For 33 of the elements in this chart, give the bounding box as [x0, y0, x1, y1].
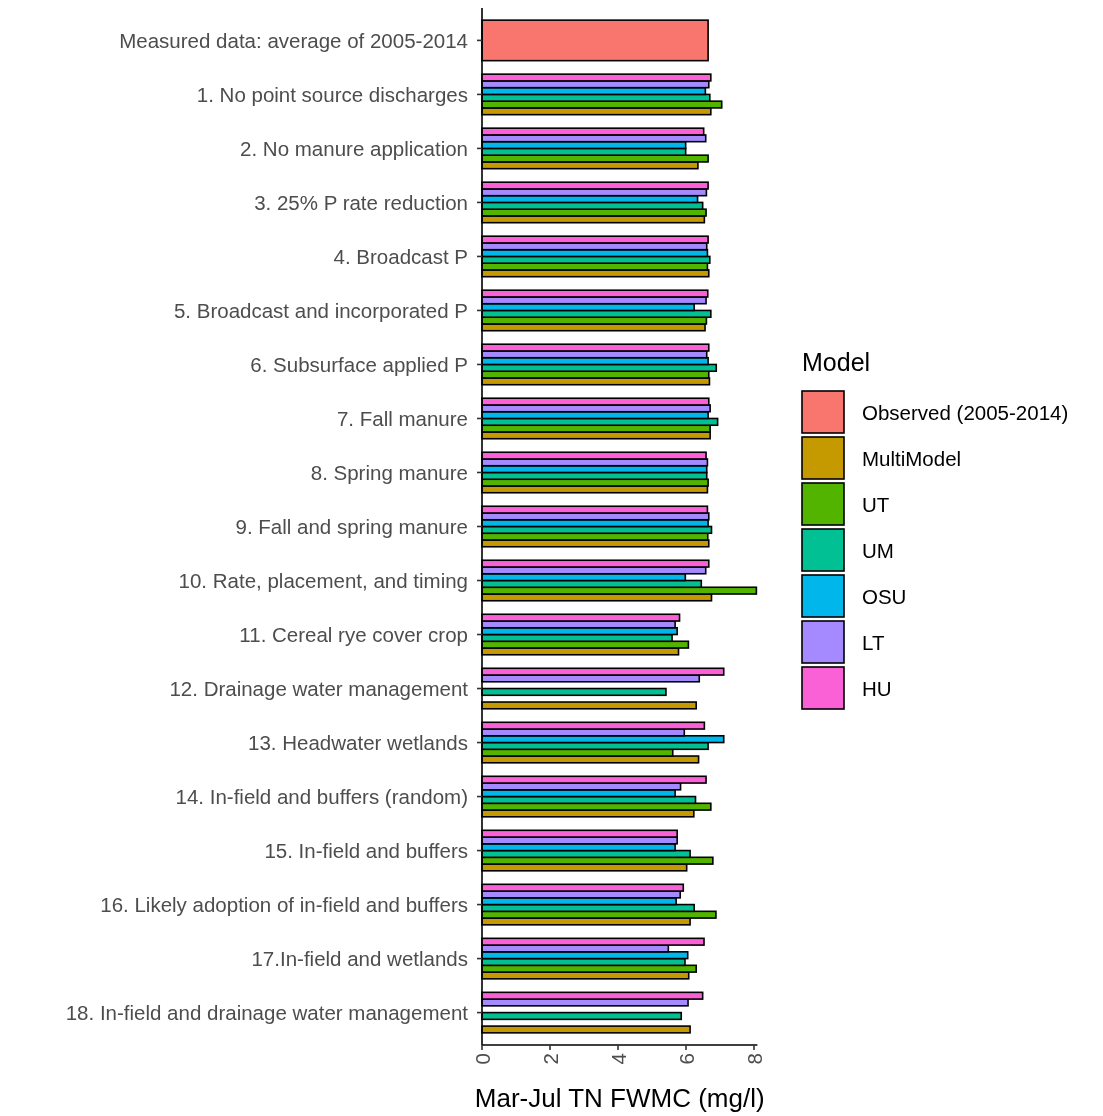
y-tick-label: 3. 25% P rate reduction	[254, 190, 468, 214]
y-tick-label: 18. In-field and drainage water management	[65, 1001, 469, 1025]
y-tick-label: 16. Likely adoption of in-field and buffers	[100, 893, 468, 917]
y-tick-label: 14. In-field and buffers (random)	[175, 785, 468, 809]
y-tick-label: 15. In-field and buffers	[264, 839, 468, 863]
legend-label: MultiModel	[862, 446, 962, 470]
y-tick-label: 7. Fall manure	[336, 406, 468, 430]
legend-title: Model	[802, 348, 871, 376]
legend-label: LT	[862, 630, 885, 654]
legend-label: Observed (2005-2014)	[862, 400, 1069, 424]
y-tick-label: 12. Drainage water management	[169, 677, 469, 701]
y-tick-label: 6. Subsurface applied P	[250, 352, 468, 376]
legend-label: UM	[862, 538, 894, 562]
legend-label: HU	[862, 676, 892, 700]
x-tick-label: 4	[606, 1053, 630, 1065]
x-tick-label: 8	[742, 1053, 766, 1065]
y-tick-label: 9. Fall and spring manure	[235, 515, 468, 538]
y-tick-label: 1. No point source discharges	[196, 82, 468, 106]
y-tick-label: 5. Broadcast and incorporated P	[173, 298, 468, 322]
y-tick-label: 17.In-field and wetlands	[251, 947, 468, 971]
legend-label: UT	[862, 492, 890, 516]
x-tick-label: 6	[674, 1053, 698, 1065]
x-tick-label: 0	[470, 1053, 494, 1065]
y-tick-label: Measured data: average of 2005-2014	[119, 28, 468, 52]
legend-label: OSU	[862, 584, 907, 608]
x-axis-title: Mar-Jul TN FWMC (mg/l)	[474, 1083, 765, 1113]
x-tick-label: 2	[538, 1053, 562, 1065]
y-tick-label: 8. Spring manure	[310, 460, 468, 484]
y-tick-label: 10. Rate, placement, and timing	[178, 569, 468, 593]
y-tick-label: 13. Headwater wetlands	[248, 731, 468, 755]
y-tick-label: 4. Broadcast P	[333, 244, 468, 268]
y-tick-label: 2. No manure application	[240, 136, 468, 160]
y-tick-label: 11. Cereal rye cover crop	[239, 623, 468, 647]
